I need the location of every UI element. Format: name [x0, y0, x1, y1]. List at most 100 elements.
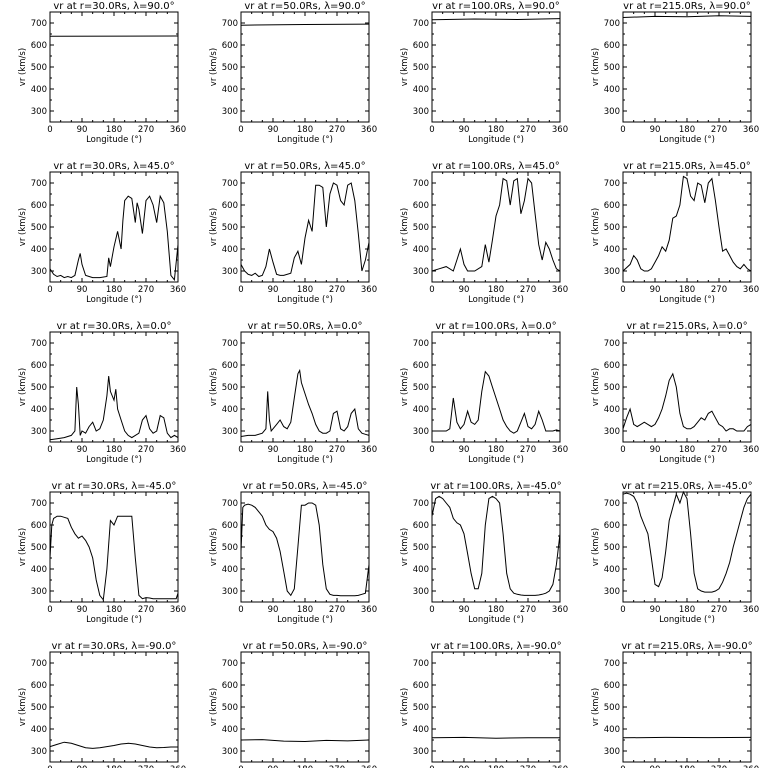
- x-tick-label: 0: [47, 605, 52, 615]
- x-tick-label: 0: [429, 605, 434, 615]
- panel-title: vr at r=100.0Rs, λ=-90.0°: [430, 641, 561, 652]
- panel-11: vr at r=100.0Rs, λ=0.0° 0 90 180 270 360 300 40…: [400, 321, 568, 465]
- x-axis-label: Longitude (°): [659, 615, 715, 625]
- x-tick-label: 90: [459, 285, 470, 295]
- y-tick-label: 700: [222, 179, 238, 189]
- y-axis-label: vr (km/s): [18, 528, 28, 566]
- y-tick-label: 300: [413, 107, 429, 117]
- y-tick-label: 500: [604, 383, 620, 393]
- y-tick-label: 300: [413, 267, 429, 277]
- panel-15: vr at r=100.0Rs, λ=-45.0° 0 90 180 270 360 300…: [400, 481, 568, 625]
- x-tick-label: 90: [268, 605, 279, 615]
- x-tick-label: 270: [329, 445, 345, 455]
- y-tick-label: 700: [31, 339, 47, 349]
- y-tick-label: 500: [604, 543, 620, 553]
- x-tick-label: 0: [47, 285, 52, 295]
- series-line: [431, 177, 561, 272]
- x-tick-label: 270: [520, 285, 536, 295]
- y-axis-label: vr (km/s): [18, 688, 28, 726]
- x-tick-label: 270: [520, 765, 536, 768]
- panel-9: vr at r=30.0Rs, λ=0.0° 0 90 180 270 360 300 400…: [18, 321, 186, 465]
- y-tick-label: 600: [604, 361, 620, 371]
- x-tick-label: 360: [743, 605, 759, 615]
- x-axis-label: Longitude (°): [277, 295, 333, 305]
- y-tick-label: 300: [413, 427, 429, 437]
- x-tick-label: 270: [138, 765, 154, 768]
- x-tick-label: 0: [238, 125, 243, 135]
- x-tick-label: 90: [459, 125, 470, 135]
- series-line: [240, 739, 370, 743]
- series-line: [49, 194, 179, 282]
- x-tick-label: 360: [743, 765, 759, 768]
- x-axis-label: Longitude (°): [277, 615, 333, 625]
- x-tick-label: 90: [459, 605, 470, 615]
- y-tick-label: 400: [413, 85, 429, 95]
- x-tick-label: 180: [679, 765, 695, 768]
- y-tick-label: 600: [413, 521, 429, 531]
- y-tick-label: 400: [604, 245, 620, 255]
- y-tick-label: 700: [222, 19, 238, 29]
- y-tick-label: 300: [413, 747, 429, 757]
- y-tick-label: 500: [604, 703, 620, 713]
- plot-frame: [240, 651, 370, 763]
- y-tick-label: 700: [31, 19, 47, 29]
- x-axis-label: Longitude (°): [468, 295, 524, 305]
- x-tick-label: 360: [361, 445, 377, 455]
- y-tick-label: 600: [222, 201, 238, 211]
- y-tick-label: 300: [604, 427, 620, 437]
- x-tick-label: 270: [711, 765, 727, 768]
- y-tick-label: 500: [31, 63, 47, 73]
- y-tick-label: 400: [222, 245, 238, 255]
- panel-4: vr at r=215.0Rs, λ=90.0° 0 90 180 270 360 300 4…: [591, 1, 759, 145]
- x-tick-label: 180: [106, 445, 122, 455]
- x-tick-label: 180: [679, 285, 695, 295]
- series-line: [431, 18, 561, 21]
- y-tick-label: 600: [31, 201, 47, 211]
- y-tick-label: 700: [413, 499, 429, 509]
- series-line: [240, 368, 370, 437]
- x-tick-label: 90: [650, 765, 661, 768]
- y-tick-label: 400: [413, 405, 429, 415]
- y-tick-label: 500: [413, 703, 429, 713]
- panel-title: vr at r=50.0Rs, λ=-45.0°: [243, 481, 368, 492]
- x-tick-label: 180: [106, 125, 122, 135]
- y-tick-label: 700: [222, 499, 238, 509]
- x-tick-label: 360: [170, 445, 186, 455]
- plot-frame: [240, 491, 370, 603]
- x-tick-label: 90: [650, 605, 661, 615]
- x-axis-label: Longitude (°): [659, 295, 715, 305]
- y-axis-label: vr (km/s): [18, 48, 28, 86]
- x-tick-label: 360: [552, 125, 568, 135]
- x-tick-label: 90: [77, 285, 88, 295]
- x-tick-label: 180: [679, 125, 695, 135]
- x-tick-label: 90: [268, 445, 279, 455]
- x-tick-label: 360: [552, 285, 568, 295]
- x-tick-label: 360: [170, 285, 186, 295]
- x-tick-label: 90: [268, 285, 279, 295]
- panel-title: vr at r=30.0Rs, λ=90.0°: [53, 1, 174, 12]
- x-tick-label: 180: [297, 285, 313, 295]
- x-tick-label: 270: [329, 285, 345, 295]
- y-tick-label: 300: [31, 267, 47, 277]
- y-tick-label: 500: [31, 703, 47, 713]
- x-tick-label: 270: [329, 765, 345, 768]
- y-tick-label: 600: [31, 361, 47, 371]
- plot-frame: [622, 491, 752, 603]
- series-line: [622, 372, 752, 432]
- x-tick-label: 90: [77, 765, 88, 768]
- panel-title: vr at r=215.0Rs, λ=90.0°: [623, 1, 751, 12]
- y-tick-label: 300: [31, 747, 47, 757]
- x-tick-label: 180: [106, 765, 122, 768]
- x-tick-label: 90: [77, 605, 88, 615]
- y-tick-label: 700: [413, 19, 429, 29]
- x-tick-label: 360: [361, 125, 377, 135]
- y-tick-label: 700: [222, 659, 238, 669]
- panel-17: vr at r=30.0Rs, λ=-90.0° 0 90 180 270 360 300 4…: [18, 641, 186, 768]
- panel-18: vr at r=50.0Rs, λ=-90.0° 0 90 180 270 360 300 4…: [209, 641, 377, 768]
- y-tick-label: 500: [413, 543, 429, 553]
- panel-3: vr at r=100.0Rs, λ=90.0° 0 90 180 270 360 300 4…: [400, 1, 568, 145]
- x-tick-label: 360: [552, 445, 568, 455]
- y-tick-label: 600: [604, 521, 620, 531]
- x-tick-label: 0: [429, 125, 434, 135]
- x-tick-label: 270: [138, 125, 154, 135]
